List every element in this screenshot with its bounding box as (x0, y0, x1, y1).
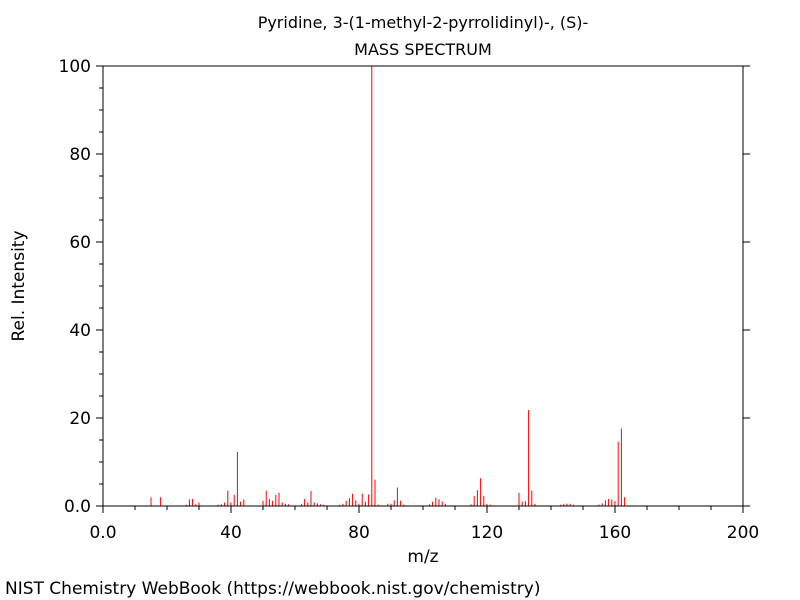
chart-title: Pyridine, 3-(1-methyl-2-pyrrolidinyl)-, … (258, 13, 589, 32)
x-axis-label: m/z (407, 547, 438, 567)
x-tick-label: 200 (727, 523, 759, 543)
y-axis-ticks: 0.0 20 40 60 80 100 (59, 57, 750, 517)
y-tick-label: 100 (59, 57, 91, 77)
x-axis-ticks: 0.0 40 80 120 160 200 (89, 506, 759, 543)
x-tick-label: 40 (220, 523, 242, 543)
plot-frame (102, 65, 744, 507)
y-tick-label: 20 (69, 409, 91, 429)
chart-subtitle: MASS SPECTRUM (354, 40, 492, 59)
y-tick-label: 60 (69, 233, 91, 253)
x-tick-label: 80 (348, 523, 370, 543)
x-tick-label: 0.0 (89, 523, 116, 543)
x-tick-label: 160 (599, 523, 631, 543)
y-tick-label: 80 (69, 145, 91, 165)
x-tick-label: 120 (471, 523, 503, 543)
y-tick-label: 0.0 (64, 497, 91, 517)
source-credit: NIST Chemistry WebBook (https://webbook.… (5, 579, 540, 599)
spectrum-peaks (150, 66, 626, 506)
y-tick-label: 40 (69, 321, 91, 341)
y-axis-label: Rel. Intensity (9, 230, 29, 341)
